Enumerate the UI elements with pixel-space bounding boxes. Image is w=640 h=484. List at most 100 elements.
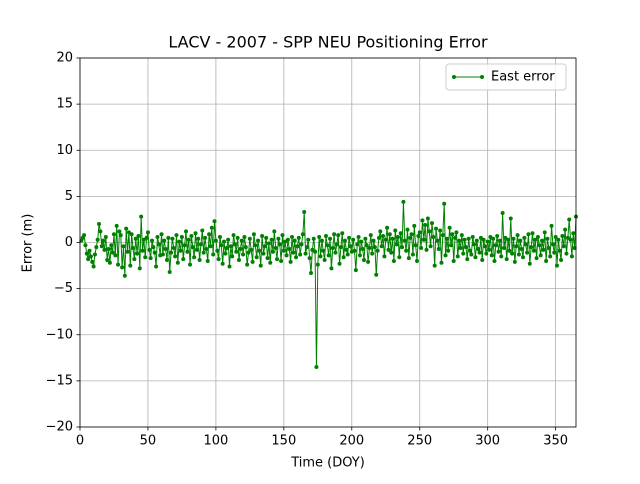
data-point — [201, 250, 206, 255]
data-point — [84, 251, 89, 256]
data-point — [147, 247, 152, 252]
data-point — [291, 250, 296, 255]
data-point — [288, 259, 293, 264]
data-point — [222, 239, 227, 244]
data-point — [124, 226, 129, 231]
data-point — [91, 264, 96, 269]
data-point — [215, 248, 220, 253]
data-point — [140, 248, 145, 253]
data-point — [121, 244, 126, 249]
data-point — [110, 250, 115, 255]
data-point — [497, 238, 502, 243]
data-point — [533, 237, 538, 242]
data-point — [468, 248, 473, 253]
data-point — [512, 259, 517, 264]
data-point — [268, 260, 273, 265]
data-point — [360, 246, 365, 251]
data-point — [230, 254, 235, 259]
data-point — [381, 234, 386, 239]
data-point — [189, 234, 194, 239]
data-point — [338, 245, 343, 250]
data-point — [94, 245, 99, 250]
data-point — [521, 255, 526, 260]
data-point — [207, 232, 212, 237]
data-point — [160, 252, 165, 257]
data-point — [299, 242, 304, 247]
data-point — [431, 234, 436, 239]
data-point — [238, 246, 243, 251]
data-point — [453, 235, 458, 240]
data-point — [401, 199, 406, 204]
data-point — [372, 245, 377, 250]
data-point — [236, 258, 241, 263]
data-point — [183, 229, 188, 234]
y-tick-label: −5 — [54, 281, 73, 296]
data-point — [544, 258, 549, 263]
data-point — [179, 234, 184, 239]
data-point — [266, 241, 271, 246]
data-point — [303, 251, 308, 256]
data-point — [552, 250, 557, 255]
data-point — [90, 259, 95, 264]
data-point — [531, 248, 536, 253]
data-point — [135, 251, 140, 256]
data-point — [387, 232, 392, 237]
data-point — [408, 235, 413, 240]
data-point — [451, 258, 456, 263]
data-point — [257, 248, 262, 253]
data-point — [344, 247, 349, 252]
data-point — [504, 257, 509, 262]
data-point — [208, 244, 213, 249]
data-point — [515, 233, 520, 238]
data-point — [461, 251, 466, 256]
data-point — [379, 244, 384, 249]
data-point — [476, 246, 481, 251]
x-tick-label: 150 — [271, 434, 296, 449]
data-point — [473, 255, 478, 260]
data-point — [224, 246, 229, 251]
data-point — [219, 243, 224, 248]
data-point — [492, 258, 497, 263]
data-point — [542, 230, 547, 235]
y-tick-label: −10 — [46, 327, 73, 342]
data-point — [275, 257, 280, 262]
data-point — [404, 248, 409, 253]
legend: East error — [445, 63, 567, 91]
data-point — [348, 244, 353, 249]
data-point — [294, 255, 299, 260]
data-point — [99, 244, 104, 249]
data-point — [436, 246, 441, 251]
data-point — [340, 231, 345, 236]
y-tick-label: 20 — [56, 51, 73, 66]
data-point — [480, 258, 485, 263]
data-point — [425, 216, 430, 221]
data-point — [341, 255, 346, 260]
legend-marker — [480, 75, 484, 79]
data-point — [393, 228, 398, 233]
data-point — [169, 250, 174, 255]
data-point — [540, 238, 545, 243]
x-tick-label: 300 — [475, 434, 500, 449]
data-point — [545, 236, 550, 241]
data-point — [118, 233, 123, 238]
data-point — [203, 235, 208, 240]
y-tick-label: −20 — [46, 420, 73, 435]
data-point — [375, 248, 380, 253]
data-point — [391, 258, 396, 263]
data-point — [254, 255, 259, 260]
data-point — [156, 242, 161, 247]
data-point — [447, 225, 452, 230]
data-point — [500, 210, 505, 215]
data-point — [485, 239, 490, 244]
data-point — [144, 235, 149, 240]
data-point — [525, 250, 530, 255]
data-point — [493, 243, 498, 248]
data-point — [171, 246, 176, 251]
data-point — [315, 262, 320, 267]
data-point — [264, 235, 269, 240]
chart-title: LACV - 2007 - SPP NEU Positioning Error — [168, 33, 488, 52]
data-point — [295, 244, 300, 249]
data-point — [106, 246, 111, 251]
data-point — [355, 242, 360, 247]
data-point — [239, 238, 244, 243]
